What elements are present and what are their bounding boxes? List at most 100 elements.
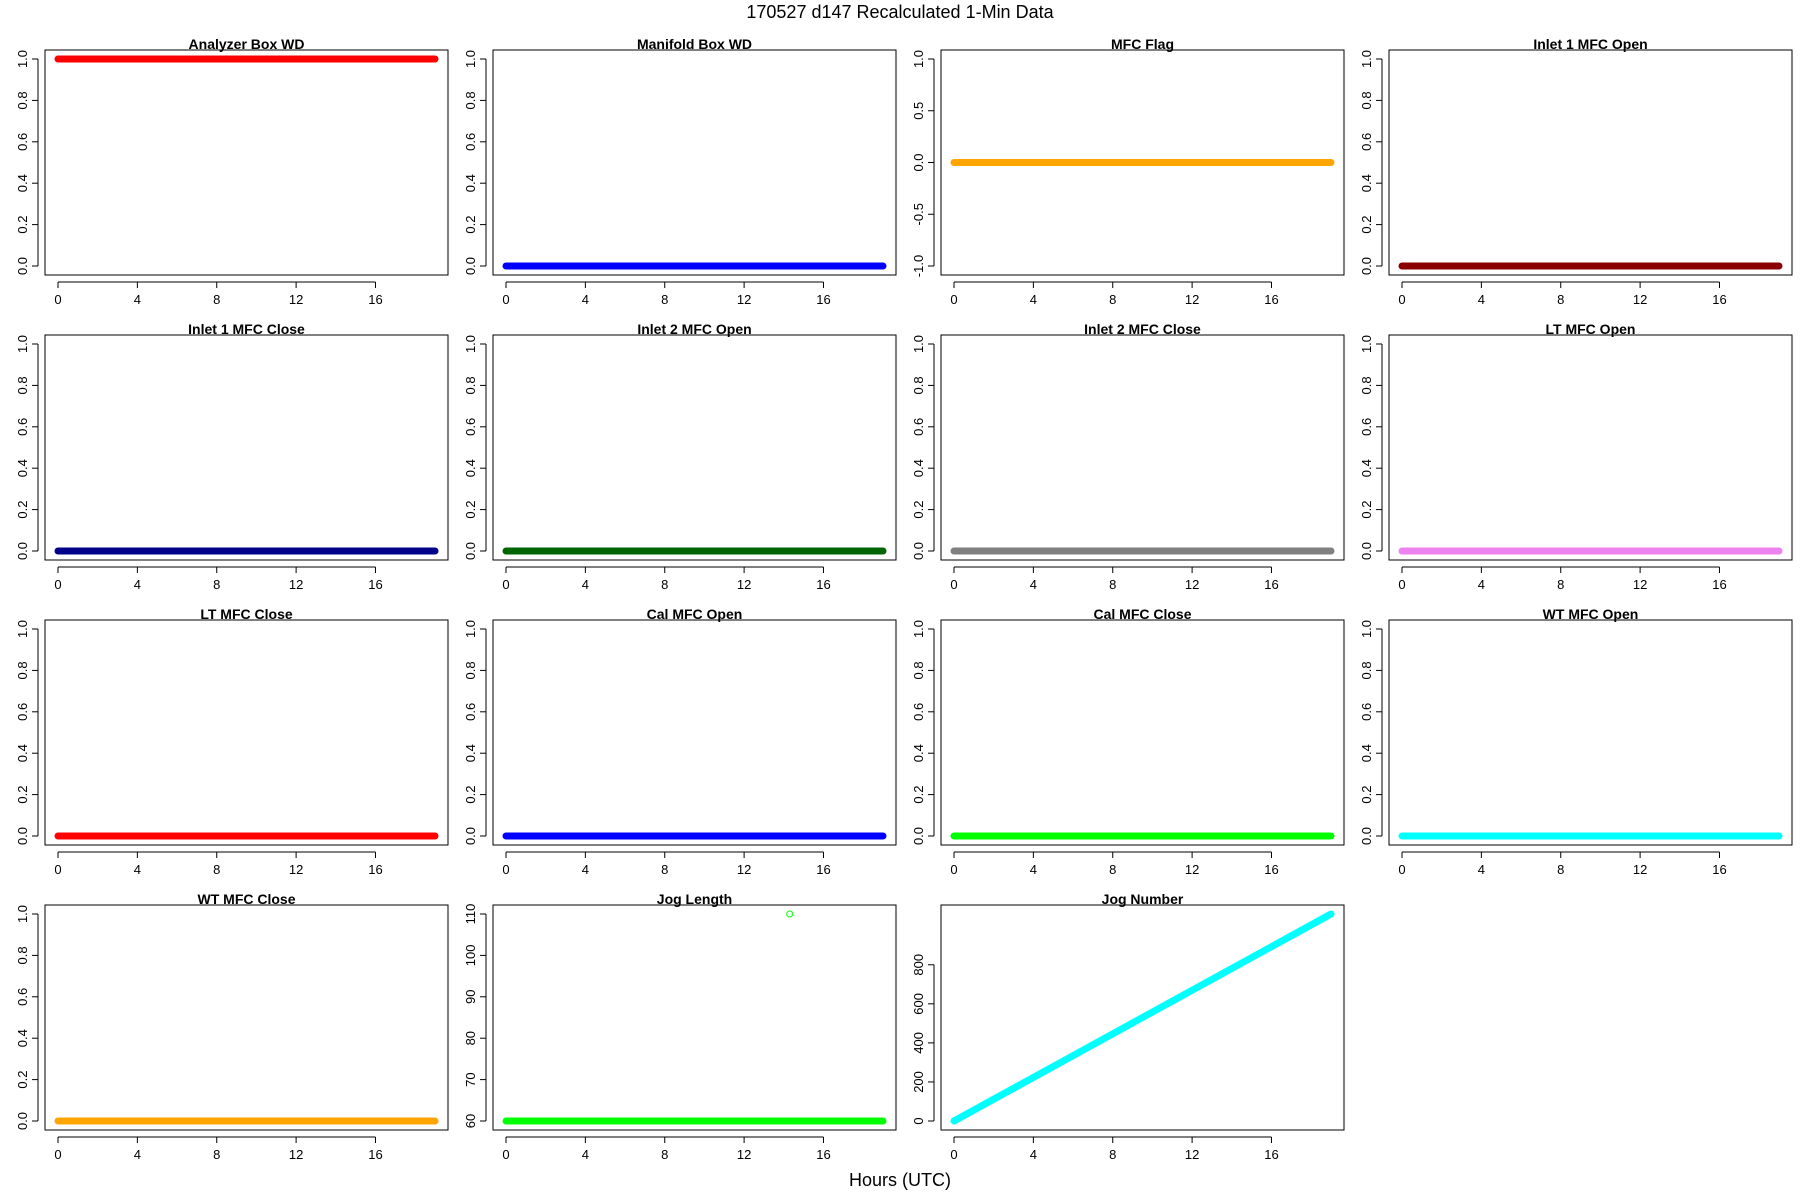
y-tick-label: 0.8 [1359, 376, 1374, 394]
y-tick-label: 0.8 [463, 376, 478, 394]
y-tick-label: 0.4 [911, 459, 926, 477]
y-tick-label: 1.0 [463, 335, 478, 353]
y-tick-label: 0.2 [463, 786, 478, 804]
y-tick-label: 0.6 [15, 703, 30, 721]
y-tick-label: 0.8 [463, 91, 478, 109]
y-tick-label: 70 [463, 1072, 478, 1086]
x-tick-label: 16 [816, 862, 830, 877]
y-tick-label: 0.4 [15, 744, 30, 762]
x-tick-label: 4 [582, 862, 589, 877]
x-tick-label: 16 [1712, 862, 1726, 877]
y-tick-label: 200 [911, 1071, 926, 1093]
y-tick-label: 0.6 [463, 703, 478, 721]
x-tick-label: 12 [1185, 862, 1199, 877]
x-tick-label: 8 [1109, 1147, 1116, 1162]
panel-title: Manifold Box WD [637, 36, 752, 52]
x-tick-label: 8 [661, 577, 668, 592]
y-tick-label: 0.6 [463, 133, 478, 151]
data-point-outlier [786, 910, 794, 918]
panel-7: Inlet 2 MFC Close 0 4 8 12 16 0.0 0.2 0.4 0.6 0.8 1… [911, 321, 1345, 592]
plot-frame [44, 904, 449, 1131]
y-tick-label: 90 [463, 990, 478, 1004]
plot-frame [940, 49, 1345, 276]
y-tick-label: 0.2 [1359, 786, 1374, 804]
y-tick-label: 0.4 [911, 744, 926, 762]
panel-title: Cal MFC Close [1093, 606, 1191, 622]
y-tick-label: 0.0 [463, 827, 478, 845]
x-tick-label: 8 [1557, 862, 1564, 877]
plot-frame [44, 334, 449, 561]
y-tick-label: 0.0 [15, 542, 30, 560]
plot-frame [44, 49, 449, 276]
y-tick-label: 0.2 [15, 501, 30, 519]
y-tick-label: 0.6 [15, 418, 30, 436]
y-tick-label: 1.0 [15, 50, 30, 68]
y-tick-label: 1.0 [1359, 620, 1374, 638]
y-tick-label: 0.0 [1359, 827, 1374, 845]
x-tick-label: 4 [582, 577, 589, 592]
x-tick-label: 8 [1109, 862, 1116, 877]
panel-title: WT MFC Close [198, 891, 296, 907]
y-tick-label: 0.2 [15, 1071, 30, 1089]
panel-title: LT MFC Open [1546, 321, 1636, 337]
y-tick-label: 0.4 [463, 744, 478, 762]
y-tick-label: 0 [911, 1117, 926, 1124]
y-tick-label: 0.2 [463, 501, 478, 519]
y-tick-label: 1.0 [15, 905, 30, 923]
y-tick-label: 0.8 [1359, 661, 1374, 679]
x-tick-label: 8 [1109, 577, 1116, 592]
plot-frame [1388, 334, 1793, 561]
y-tick-label: 600 [911, 993, 926, 1015]
y-tick-label: 0.2 [15, 786, 30, 804]
y-tick-label: 60 [463, 1114, 478, 1128]
panel-title: Cal MFC Open [647, 606, 743, 622]
y-tick-label: 0.6 [15, 988, 30, 1006]
y-tick-label: 0.0 [15, 257, 30, 275]
x-tick-label: 4 [134, 292, 141, 307]
y-tick-label: 0.8 [911, 376, 926, 394]
x-tick-label: 16 [368, 862, 382, 877]
x-tick-label: 12 [1633, 862, 1647, 877]
y-tick-label: 0.6 [1359, 703, 1374, 721]
y-tick-label: 0.0 [463, 257, 478, 275]
x-tick-label: 12 [1185, 1147, 1199, 1162]
x-tick-label: 16 [368, 1147, 382, 1162]
x-tick-label: 16 [1264, 1147, 1278, 1162]
x-tick-label: 0 [1398, 577, 1405, 592]
x-tick-label: 12 [1633, 577, 1647, 592]
x-tick-label: 8 [1557, 577, 1564, 592]
y-tick-label: 1.0 [1359, 335, 1374, 353]
panel-15: Jog Number 0 4 8 12 16 0 200 400 600 800 [911, 891, 1345, 1162]
x-tick-label: 0 [54, 1147, 61, 1162]
y-tick-label: 0.8 [15, 376, 30, 394]
y-tick-label: 0.4 [463, 174, 478, 192]
y-tick-label: 0.2 [911, 786, 926, 804]
y-tick-label: 0.6 [15, 133, 30, 151]
y-tick-label: 0.4 [1359, 459, 1374, 477]
x-tick-label: 0 [950, 577, 957, 592]
panel-3: MFC Flag 0 4 8 12 16 -1.0 -0.5 0.0 0.5 1.0 [911, 36, 1345, 307]
x-tick-label: 16 [1264, 862, 1278, 877]
x-tick-label: 8 [1109, 292, 1116, 307]
y-tick-label: 0.4 [1359, 174, 1374, 192]
x-tick-label: 12 [1633, 292, 1647, 307]
x-tick-label: 0 [502, 862, 509, 877]
x-tick-label: 12 [1185, 577, 1199, 592]
y-tick-label: 0.4 [15, 459, 30, 477]
x-tick-label: 0 [950, 862, 957, 877]
y-tick-label: 0.0 [1359, 257, 1374, 275]
x-tick-label: 0 [950, 292, 957, 307]
y-tick-label: 1.0 [911, 50, 926, 68]
x-tick-label: 4 [134, 577, 141, 592]
panel-13: WT MFC Close 0 4 8 12 16 0.0 0.2 0.4 0.6 0.8 1.0 [15, 891, 449, 1162]
x-tick-label: 16 [1712, 292, 1726, 307]
x-tick-label: 0 [1398, 862, 1405, 877]
y-tick-label: 1.0 [911, 620, 926, 638]
x-tick-label: 8 [661, 862, 668, 877]
y-tick-label: 0.6 [1359, 133, 1374, 151]
y-tick-label: 0.2 [911, 501, 926, 519]
x-tick-label: 12 [289, 1147, 303, 1162]
x-tick-label: 8 [1557, 292, 1564, 307]
panel-6: Inlet 2 MFC Open 0 4 8 12 16 0.0 0.2 0.4 0.6 0.8 1.… [463, 321, 897, 592]
x-tick-label: 8 [661, 292, 668, 307]
